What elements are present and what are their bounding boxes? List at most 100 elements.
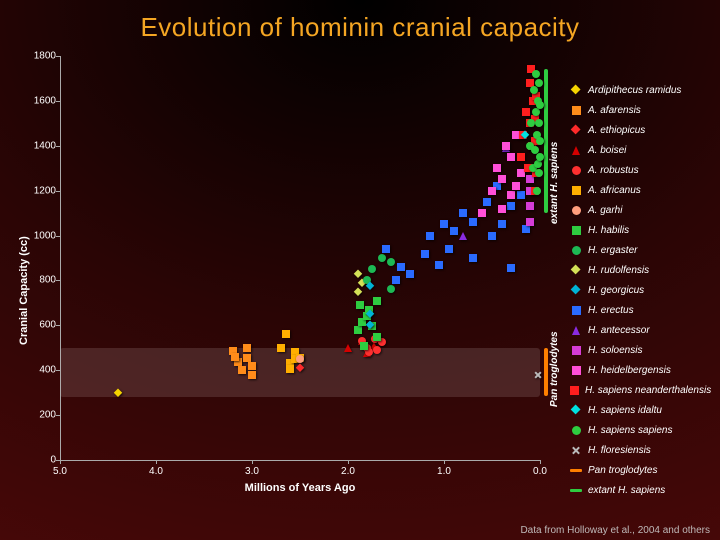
x-tick-mark — [156, 460, 157, 464]
legend-marker-icon — [570, 444, 582, 456]
legend-item: A. africanus — [570, 180, 710, 200]
legend-item: Pan troglodytes — [570, 460, 710, 480]
data-point — [534, 371, 542, 379]
y-tick: 600 — [26, 320, 56, 331]
legend-marker-icon — [570, 244, 582, 256]
plot-area: 0200400600800100012001400160018005.04.03… — [60, 56, 540, 500]
legend: Ardipithecus ramidusA. afarensisA. ethio… — [570, 80, 710, 500]
legend-marker-icon — [570, 464, 582, 476]
sapiens-range-bar — [544, 69, 548, 213]
legend-label: H. floresiensis — [588, 445, 651, 456]
y-tick: 1800 — [26, 51, 56, 62]
sapiens-range-label: extant H. sapiens — [549, 142, 560, 224]
legend-label: A. africanus — [588, 185, 641, 196]
legend-item: A. robustus — [570, 160, 710, 180]
x-tick-mark — [60, 460, 61, 464]
data-point — [282, 330, 290, 338]
y-tick: 1400 — [26, 140, 56, 151]
data-point — [498, 175, 506, 183]
legend-marker-icon — [570, 264, 582, 276]
y-tick: 400 — [26, 365, 56, 376]
data-point — [502, 142, 510, 150]
data-point — [297, 365, 303, 371]
legend-marker-icon — [570, 184, 582, 196]
data-point — [387, 258, 395, 266]
data-point — [373, 333, 381, 341]
legend-item: A. garhi — [570, 200, 710, 220]
data-point — [498, 220, 506, 228]
data-point — [367, 311, 373, 317]
y-tick-mark — [56, 101, 60, 102]
legend-item: H. floresiensis — [570, 440, 710, 460]
legend-item: H. sapiens neanderthalensis — [570, 380, 710, 400]
data-point — [387, 285, 395, 293]
legend-label: H. habilis — [588, 225, 629, 236]
data-point — [344, 344, 352, 352]
legend-marker-icon — [570, 124, 582, 136]
x-tick-mark — [540, 460, 541, 464]
pan-range-label: Pan troglodytes — [549, 331, 560, 407]
chart-title: Evolution of hominin cranial capacity — [0, 12, 720, 43]
data-credit: Data from Holloway et al., 2004 and othe… — [520, 525, 710, 536]
y-tick: 1000 — [26, 230, 56, 241]
data-point — [426, 232, 434, 240]
legend-label: H. sapiens neanderthalensis — [585, 385, 711, 396]
data-point — [114, 389, 120, 395]
data-point — [526, 202, 534, 210]
data-point — [421, 250, 429, 258]
y-tick-mark — [56, 56, 60, 57]
data-point — [526, 218, 534, 226]
data-point — [238, 366, 246, 374]
legend-label: A. afarensis — [588, 105, 641, 116]
x-tick-mark — [348, 460, 349, 464]
legend-label: Ardipithecus ramidus — [588, 85, 681, 96]
x-tick: 3.0 — [245, 466, 259, 477]
data-point — [522, 108, 530, 116]
legend-marker-icon — [570, 344, 582, 356]
legend-marker-icon — [570, 404, 582, 416]
data-point — [392, 276, 400, 284]
legend-marker-icon — [570, 364, 582, 376]
data-point — [507, 191, 515, 199]
legend-item: A. boisei — [570, 140, 710, 160]
legend-item: H. antecessor — [570, 320, 710, 340]
y-axis-line — [60, 56, 61, 460]
data-point — [507, 202, 515, 210]
legend-marker-icon — [570, 424, 582, 436]
data-point — [397, 263, 405, 271]
legend-marker-icon — [570, 144, 582, 156]
legend-marker-icon — [570, 304, 582, 316]
data-point — [459, 232, 467, 240]
legend-marker-icon — [570, 324, 582, 336]
y-tick-mark — [56, 191, 60, 192]
data-point — [296, 355, 304, 363]
legend-item: extant H. sapiens — [570, 480, 710, 500]
legend-item: Ardipithecus ramidus — [570, 80, 710, 100]
x-tick: 2.0 — [341, 466, 355, 477]
data-point — [368, 265, 376, 273]
y-tick-mark — [56, 146, 60, 147]
legend-marker-icon — [570, 284, 582, 296]
legend-label: H. ergaster — [588, 245, 637, 256]
data-point — [535, 119, 543, 127]
data-point — [507, 264, 515, 272]
legend-item: H. rudolfensis — [570, 260, 710, 280]
x-tick-mark — [444, 460, 445, 464]
data-point — [243, 354, 251, 362]
legend-item: H. sapiens sapiens — [570, 420, 710, 440]
data-point — [406, 270, 414, 278]
data-point — [277, 344, 285, 352]
y-tick: 1200 — [26, 185, 56, 196]
data-point — [469, 254, 477, 262]
legend-item: H. heidelbergensis — [570, 360, 710, 380]
data-point — [450, 227, 458, 235]
data-point — [435, 261, 443, 269]
data-point — [445, 245, 453, 253]
legend-label: A. garhi — [588, 205, 622, 216]
y-tick: 800 — [26, 275, 56, 286]
y-tick: 0 — [26, 455, 56, 466]
y-tick-mark — [56, 325, 60, 326]
x-tick: 4.0 — [149, 466, 163, 477]
data-point — [498, 205, 506, 213]
data-point — [533, 187, 541, 195]
